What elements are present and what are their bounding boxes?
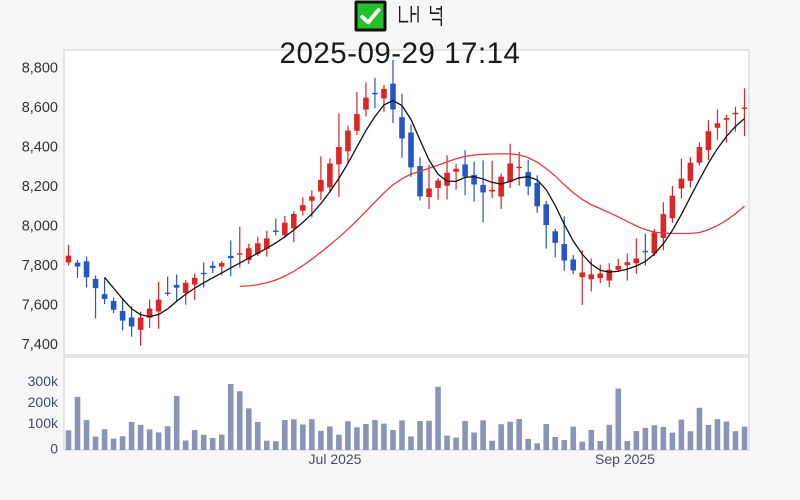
- svg-text:8,200: 8,200: [22, 179, 58, 195]
- svg-text:8,600: 8,600: [22, 100, 58, 116]
- svg-text:8,400: 8,400: [22, 140, 58, 156]
- svg-text:100k: 100k: [28, 415, 59, 431]
- svg-text:7,400: 7,400: [22, 337, 58, 353]
- svg-text:7,600: 7,600: [22, 298, 58, 314]
- svg-text:Jul 2025: Jul 2025: [309, 451, 362, 467]
- svg-text:0: 0: [50, 441, 58, 457]
- svg-text:8,000: 8,000: [22, 219, 58, 235]
- svg-text:7,800: 7,800: [22, 258, 58, 274]
- svg-text:Sep 2025: Sep 2025: [595, 451, 655, 467]
- svg-text:300k: 300k: [28, 373, 59, 389]
- svg-text:200k: 200k: [28, 394, 59, 410]
